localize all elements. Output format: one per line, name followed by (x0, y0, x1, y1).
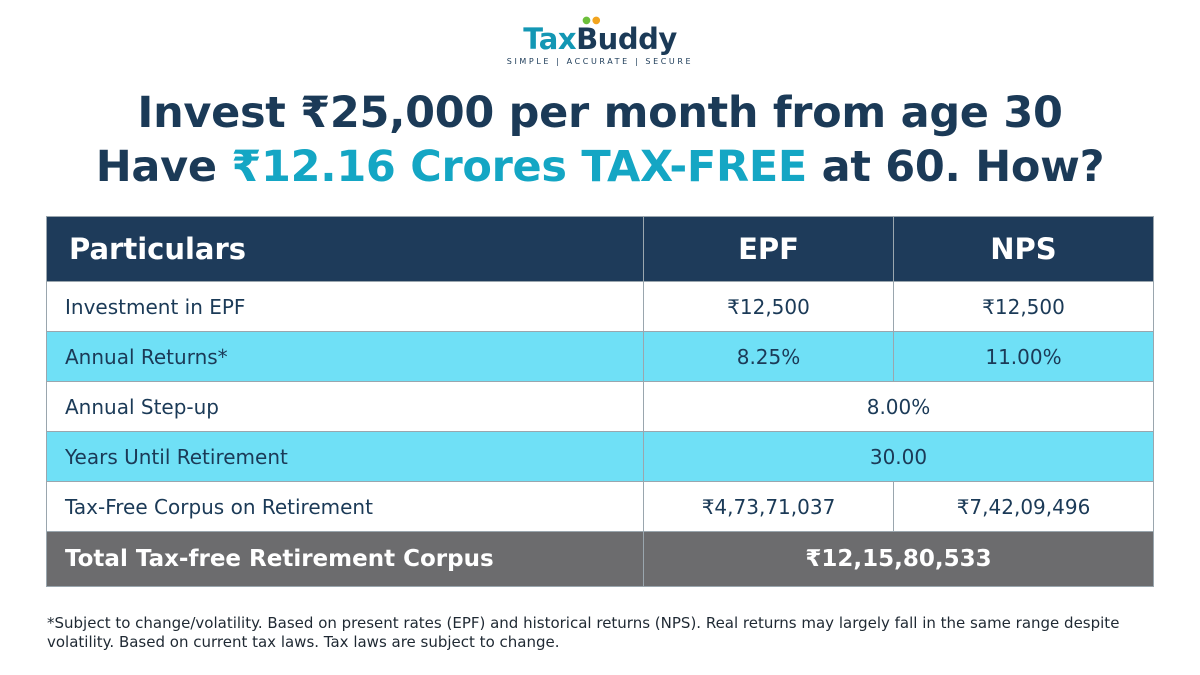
table-total-row: Total Tax-free Retirement Corpus ₹12,15,… (46, 531, 1154, 587)
table-row: Investment in EPF ₹12,500 ₹12,500 (46, 281, 1154, 332)
table-row: Annual Returns* 8.25% 11.00% (46, 331, 1154, 382)
row-epf-value: ₹4,73,71,037 (643, 481, 894, 532)
disclaimer-footnote: *Subject to change/volatility. Based on … (47, 614, 1120, 651)
headline-line-2: Have ₹12.16 Crores TAX-FREE at 60. How? (0, 140, 1200, 194)
logo-word-buddy: ●● Buddy (576, 16, 677, 57)
row-nps-value: 11.00% (893, 331, 1154, 382)
total-value: ₹12,15,80,533 (643, 531, 1154, 587)
row-label: Annual Step-up (46, 381, 644, 432)
row-label: Years Until Retirement (46, 431, 644, 482)
headline-highlight: ₹12.16 Crores TAX-FREE (231, 142, 807, 192)
header-nps: NPS (893, 216, 1154, 282)
row-epf-value: 8.25% (643, 331, 894, 382)
table-header-row: Particulars EPF NPS (46, 216, 1154, 282)
logo-dots-icon: ●● (582, 15, 602, 26)
row-nps-value: ₹7,42,09,496 (893, 481, 1154, 532)
table-row: Annual Step-up 8.00% (46, 381, 1154, 432)
logo-tagline: SIMPLE | ACCURATE | SECURE (506, 57, 694, 66)
row-combined-value: 30.00 (643, 431, 1154, 482)
header-epf: EPF (643, 216, 894, 282)
headline-line-2-prefix: Have (95, 142, 232, 192)
row-nps-value: ₹12,500 (893, 281, 1154, 332)
table-row: Years Until Retirement 30.00 (46, 431, 1154, 482)
logo-wordmark: Tax ●● Buddy (0, 16, 1200, 57)
corpus-table: Particulars EPF NPS Investment in EPF ₹1… (46, 216, 1154, 587)
headline-line-1: Invest ₹25,000 per month from age 30 (137, 88, 1063, 138)
page-headline: Invest ₹25,000 per month from age 30 Hav… (0, 86, 1200, 194)
header-particulars: Particulars (46, 216, 644, 282)
taxbuddy-logo: Tax ●● Buddy SIMPLE | ACCURATE | SECURE (0, 16, 1200, 67)
total-label: Total Tax-free Retirement Corpus (46, 531, 644, 587)
logo-word-tax: Tax (523, 22, 577, 56)
row-epf-value: ₹12,500 (643, 281, 894, 332)
row-label: Tax-Free Corpus on Retirement (46, 481, 644, 532)
row-label: Investment in EPF (46, 281, 644, 332)
row-label: Annual Returns* (46, 331, 644, 382)
table-row: Tax-Free Corpus on Retirement ₹4,73,71,0… (46, 481, 1154, 532)
row-combined-value: 8.00% (643, 381, 1154, 432)
logo-word-buddy-text: Buddy (576, 22, 677, 56)
headline-line-2-suffix: at 60. How? (806, 142, 1105, 192)
